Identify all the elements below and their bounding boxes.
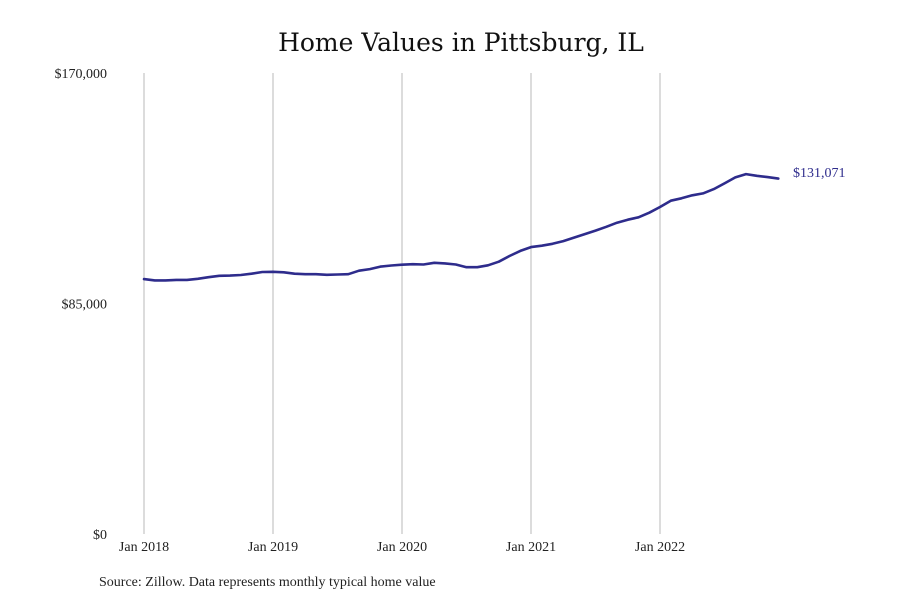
series-line xyxy=(142,172,780,282)
chart-title: Home Values in Pittsburg, IL xyxy=(278,28,644,57)
x-axis-ticks: Jan 2018 Jan 2019 Jan 2020 Jan 2021 Jan 2022 xyxy=(119,540,685,555)
x-tick-label: Jan 2022 xyxy=(635,540,685,555)
source-note: Source: Zillow. Data represents monthly … xyxy=(99,575,436,590)
x-tick-label: Jan 2020 xyxy=(377,540,427,555)
y-tick-label: $0 xyxy=(93,528,107,543)
gridlines xyxy=(143,73,661,534)
y-tick-label: $170,000 xyxy=(55,67,108,82)
y-tick-label: $85,000 xyxy=(62,298,108,313)
x-tick-label: Jan 2019 xyxy=(248,540,298,555)
x-tick-label: Jan 2021 xyxy=(506,540,556,555)
x-tick-label: Jan 2018 xyxy=(119,540,169,555)
y-axis-ticks: $0 $85,000 $170,000 xyxy=(55,67,108,543)
end-value-label: $131,071 xyxy=(793,166,846,181)
